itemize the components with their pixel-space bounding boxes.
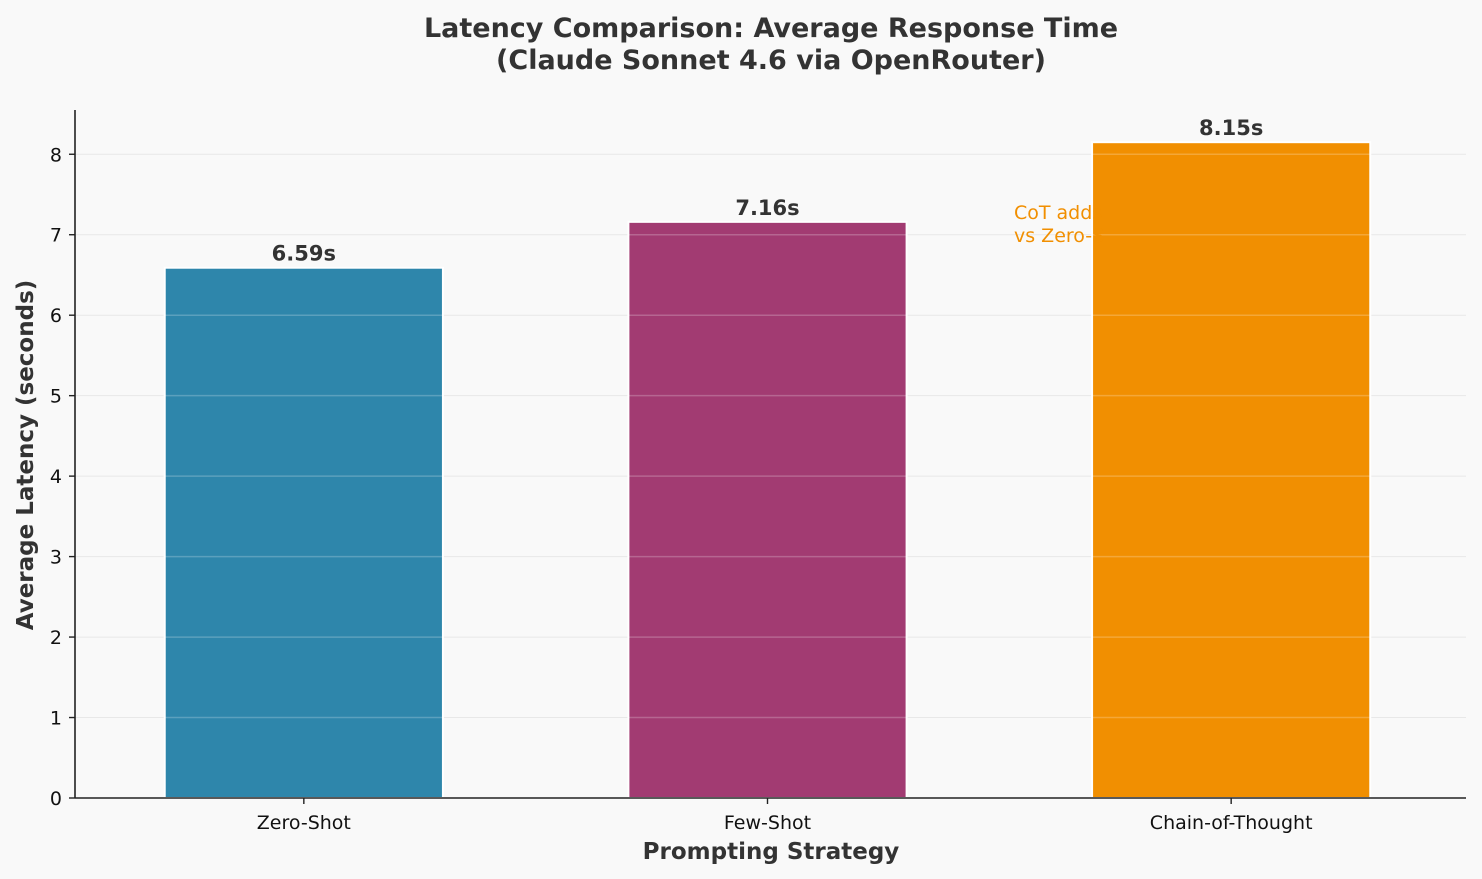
chart-title: Latency Comparison: Average Response Tim… [424,13,1118,76]
cot-annotation: CoT adds vs Zero-S [1014,202,1104,247]
y-tick-label: 6 [50,305,62,327]
y-tick-label: 1 [50,708,62,730]
annotation-line-1: CoT adds [1014,202,1102,224]
annotation-line-2: vs Zero-S [1014,225,1104,247]
x-axis-ticks: Zero-Shot Few-Shot Chain-of-Thought [257,798,1313,834]
y-axis-ticks: 0 1 2 3 4 5 6 7 8 [50,144,75,810]
x-tick-label: Few-Shot [724,812,811,834]
y-tick-label: 3 [50,547,62,569]
y-tick-label: 7 [50,225,62,247]
y-axis-label: Average Latency (seconds) [13,280,39,631]
bar-value-label: 6.59s [272,242,336,266]
x-tick-label: Zero-Shot [257,812,351,834]
axes [74,110,1466,799]
bar [1091,141,1372,799]
bar-value-label: 7.16s [735,196,799,220]
y-tick-label: 4 [50,466,62,488]
y-tick-label: 5 [50,386,62,408]
bar [627,220,908,800]
chart-title-line-2: (Claude Sonnet 4.6 via OpenRouter) [496,45,1046,76]
y-tick-label: 0 [50,788,62,810]
value-labels: 6.59s 7.16s 8.15s [272,116,1264,266]
x-tick-label: Chain-of-Thought [1150,812,1313,834]
bar-value-label: 8.15s [1199,116,1263,140]
y-tick-label: 2 [50,627,62,649]
x-axis-label: Prompting Strategy [643,839,900,865]
bar [163,266,444,799]
y-tick-label: 8 [50,144,62,166]
chart-title-line-1: Latency Comparison: Average Response Tim… [424,13,1118,44]
gridlines-overlay [75,153,1466,719]
bars [163,141,1372,800]
